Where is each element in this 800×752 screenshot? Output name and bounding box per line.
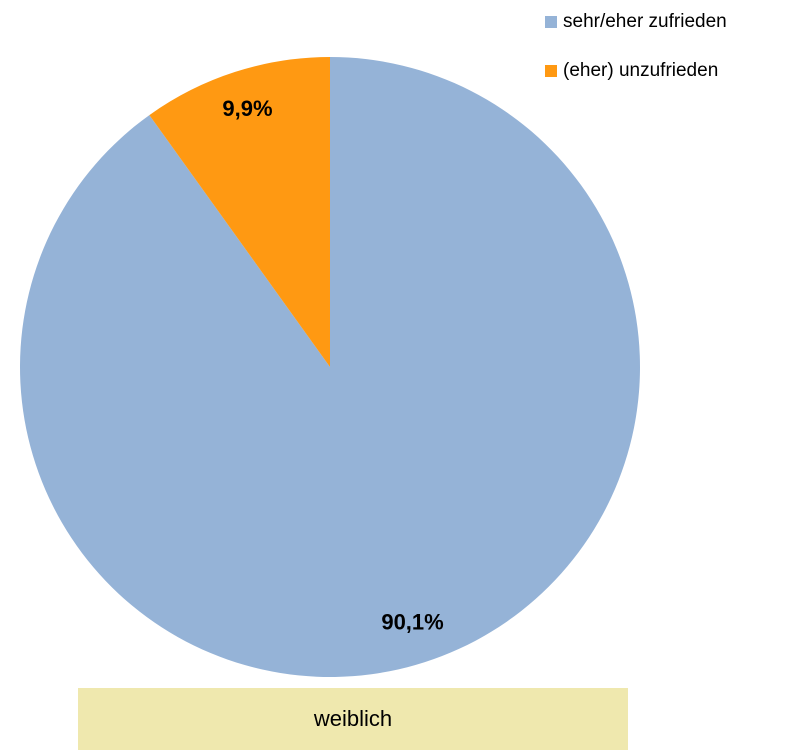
pie-slice — [149, 57, 330, 367]
legend-swatch — [545, 16, 557, 28]
pie-slice — [19, 57, 640, 678]
caption: weiblich — [313, 706, 392, 731]
data-label: 90,1% — [381, 610, 443, 635]
legend-label: sehr/eher zufrieden — [563, 11, 727, 32]
legend-label: (eher) unzufrieden — [563, 60, 718, 81]
data-label: 9,9% — [222, 96, 272, 121]
legend-swatch — [545, 65, 557, 77]
caption-box — [78, 688, 628, 750]
